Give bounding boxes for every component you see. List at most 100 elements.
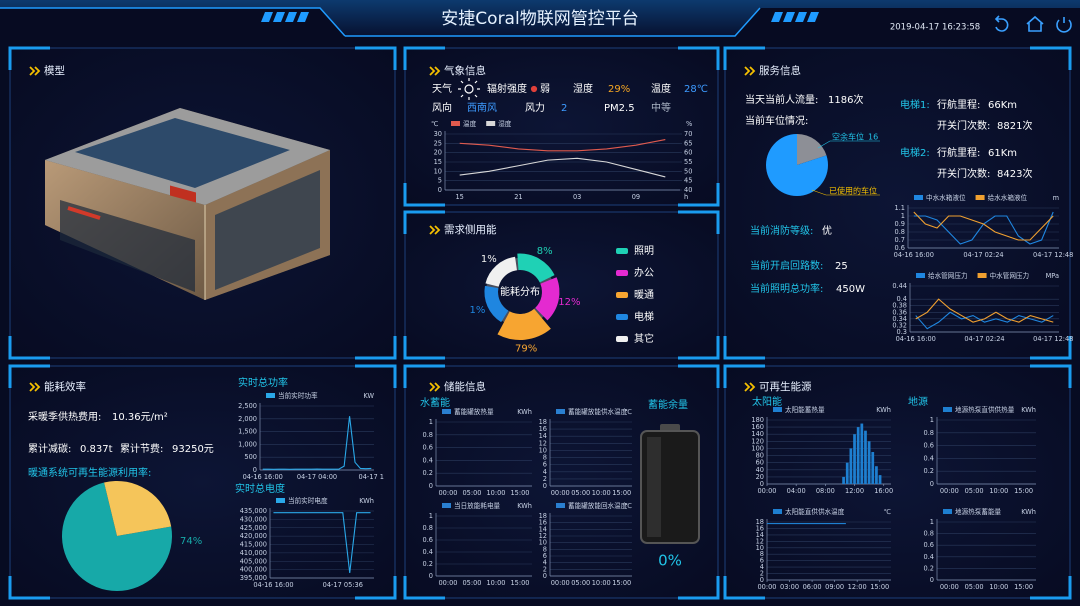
y-tick-label: 0 (760, 480, 764, 488)
y-tick-label: 1.1 (895, 204, 906, 212)
bar (856, 427, 860, 484)
y-tick-label: 30 (434, 130, 442, 138)
line-series (459, 157, 666, 178)
energy-field: 实时总电度 (235, 482, 285, 495)
y-tick-label: 14 (539, 525, 547, 533)
pie-slice (797, 134, 827, 165)
panel (9, 365, 396, 599)
x-tick-label: 15:00 (870, 583, 889, 591)
y-tick-label: 0.4 (924, 553, 935, 561)
y-tick-label: 80 (756, 452, 764, 460)
legend-swatch (616, 270, 628, 276)
x-tick-label: 10:00 (989, 487, 1008, 495)
service-field: 当前照明总功率: (750, 282, 823, 295)
y-tick-label: 1 (930, 518, 934, 526)
x-tick-label: 04-17 02:24 (964, 335, 1004, 343)
x-tick-label: 05:00 (462, 489, 481, 497)
y-tick-label: 0.6 (895, 244, 906, 252)
panel-corner (678, 210, 720, 234)
panel-title: 可再生能源 (759, 380, 812, 393)
y-tick-label: 8 (543, 454, 547, 462)
panel-corner (678, 183, 720, 207)
subtitle: 地源 (908, 395, 928, 408)
legend-label: 当前实时电度 (288, 496, 328, 505)
y-tick-label: 0.2 (423, 560, 434, 568)
panel-corner (1030, 364, 1072, 388)
y-tick-label: 0 (543, 572, 547, 580)
y-tick-label: 2 (543, 565, 547, 573)
x-tick-label: 03:00 (780, 583, 799, 591)
panel (404, 211, 719, 359)
x-tick-label: 09 (632, 193, 640, 201)
x-tick-label: 00:00 (438, 579, 457, 587)
y-tick-label: 435,000 (240, 507, 267, 515)
unit-label: ℃ (431, 120, 438, 128)
unit-label: KWh (359, 497, 374, 505)
y-tick-label: 0.32 (892, 321, 907, 329)
y-tick-label: 0.8 (924, 429, 935, 437)
x-tick-label: 10:00 (486, 489, 505, 497)
unit-label: KWh (876, 406, 891, 414)
y-tick-label: 0.4 (423, 456, 434, 464)
bar (864, 430, 867, 484)
y-tick-label: 0.4 (423, 548, 434, 556)
energy-field: 暖通系统可再生能源利用率: (28, 466, 151, 479)
x-tick-label: 03 (573, 193, 581, 201)
y-tick-label: 0.2 (924, 467, 935, 475)
y-tick-label: 0.6 (924, 541, 935, 549)
bar (867, 441, 871, 484)
y-tick-label: 2,000 (238, 415, 257, 423)
label: 开关门次数: (937, 119, 990, 132)
y-tick-label: 500 (244, 453, 257, 461)
x-tick-label: 15:00 (1014, 583, 1033, 591)
y-tick-label: 140 (751, 430, 764, 438)
legend-swatch (773, 407, 782, 412)
y-tick-label: 0.6 (423, 536, 434, 544)
legend-label: 地源热泵蓄能量 (955, 507, 1002, 516)
weather-field: 弱 (540, 83, 550, 95)
rose-sector (517, 253, 555, 283)
weather-icons (458, 78, 538, 100)
value-label: 12% (558, 297, 580, 308)
unit-label: m (1053, 194, 1059, 202)
back-button[interactable] (994, 15, 1009, 32)
legend-swatch (616, 336, 628, 342)
legend-swatch (486, 121, 496, 126)
x-tick-label: 15 (455, 193, 463, 201)
bar (853, 434, 856, 484)
line-series (915, 311, 1054, 330)
x-tick-label: 05:00 (965, 583, 984, 591)
unit-label: KW (363, 392, 374, 400)
slice-value: 16 (868, 133, 878, 142)
slice-name: 已使用的车位 (829, 186, 877, 196)
center-label: 能耗分布 (500, 285, 540, 298)
x-tick-label: 04-16 16:00 (253, 581, 293, 589)
panel-corner (403, 364, 445, 388)
legend-swatch (943, 509, 952, 514)
y-tick-label: 40 (684, 186, 692, 194)
panel-corner (678, 46, 720, 70)
legend-label: 当日放能耗电量 (454, 501, 501, 510)
y-tick-label: 0.7 (895, 236, 906, 244)
y-tick-label: 410,000 (240, 549, 267, 557)
bar (871, 452, 875, 484)
home-button[interactable] (1026, 15, 1044, 32)
elevator-name: 电梯1: (900, 98, 930, 111)
legend-swatch (977, 273, 987, 278)
x-tick-label: 12:00 (848, 583, 867, 591)
legend-label: 中水水箱液位 (926, 193, 966, 202)
power-button[interactable] (1056, 17, 1072, 33)
y-tick-label: 0.8 (895, 228, 906, 236)
y-tick-label: 15 (434, 158, 442, 166)
panel-title: 服务信息 (759, 64, 801, 77)
y-tick-label: 0 (930, 480, 934, 488)
y-tick-label: 0 (930, 576, 934, 584)
unit-label: KWh (517, 408, 532, 416)
y-tick-label: 6 (543, 552, 547, 560)
leader-line (811, 189, 880, 196)
title-chevron (744, 66, 756, 76)
legend-swatch (266, 393, 275, 398)
service-field: 当前消防等级: (750, 224, 813, 237)
panel-corner (1030, 576, 1072, 600)
weather-field: 2 (561, 103, 567, 114)
